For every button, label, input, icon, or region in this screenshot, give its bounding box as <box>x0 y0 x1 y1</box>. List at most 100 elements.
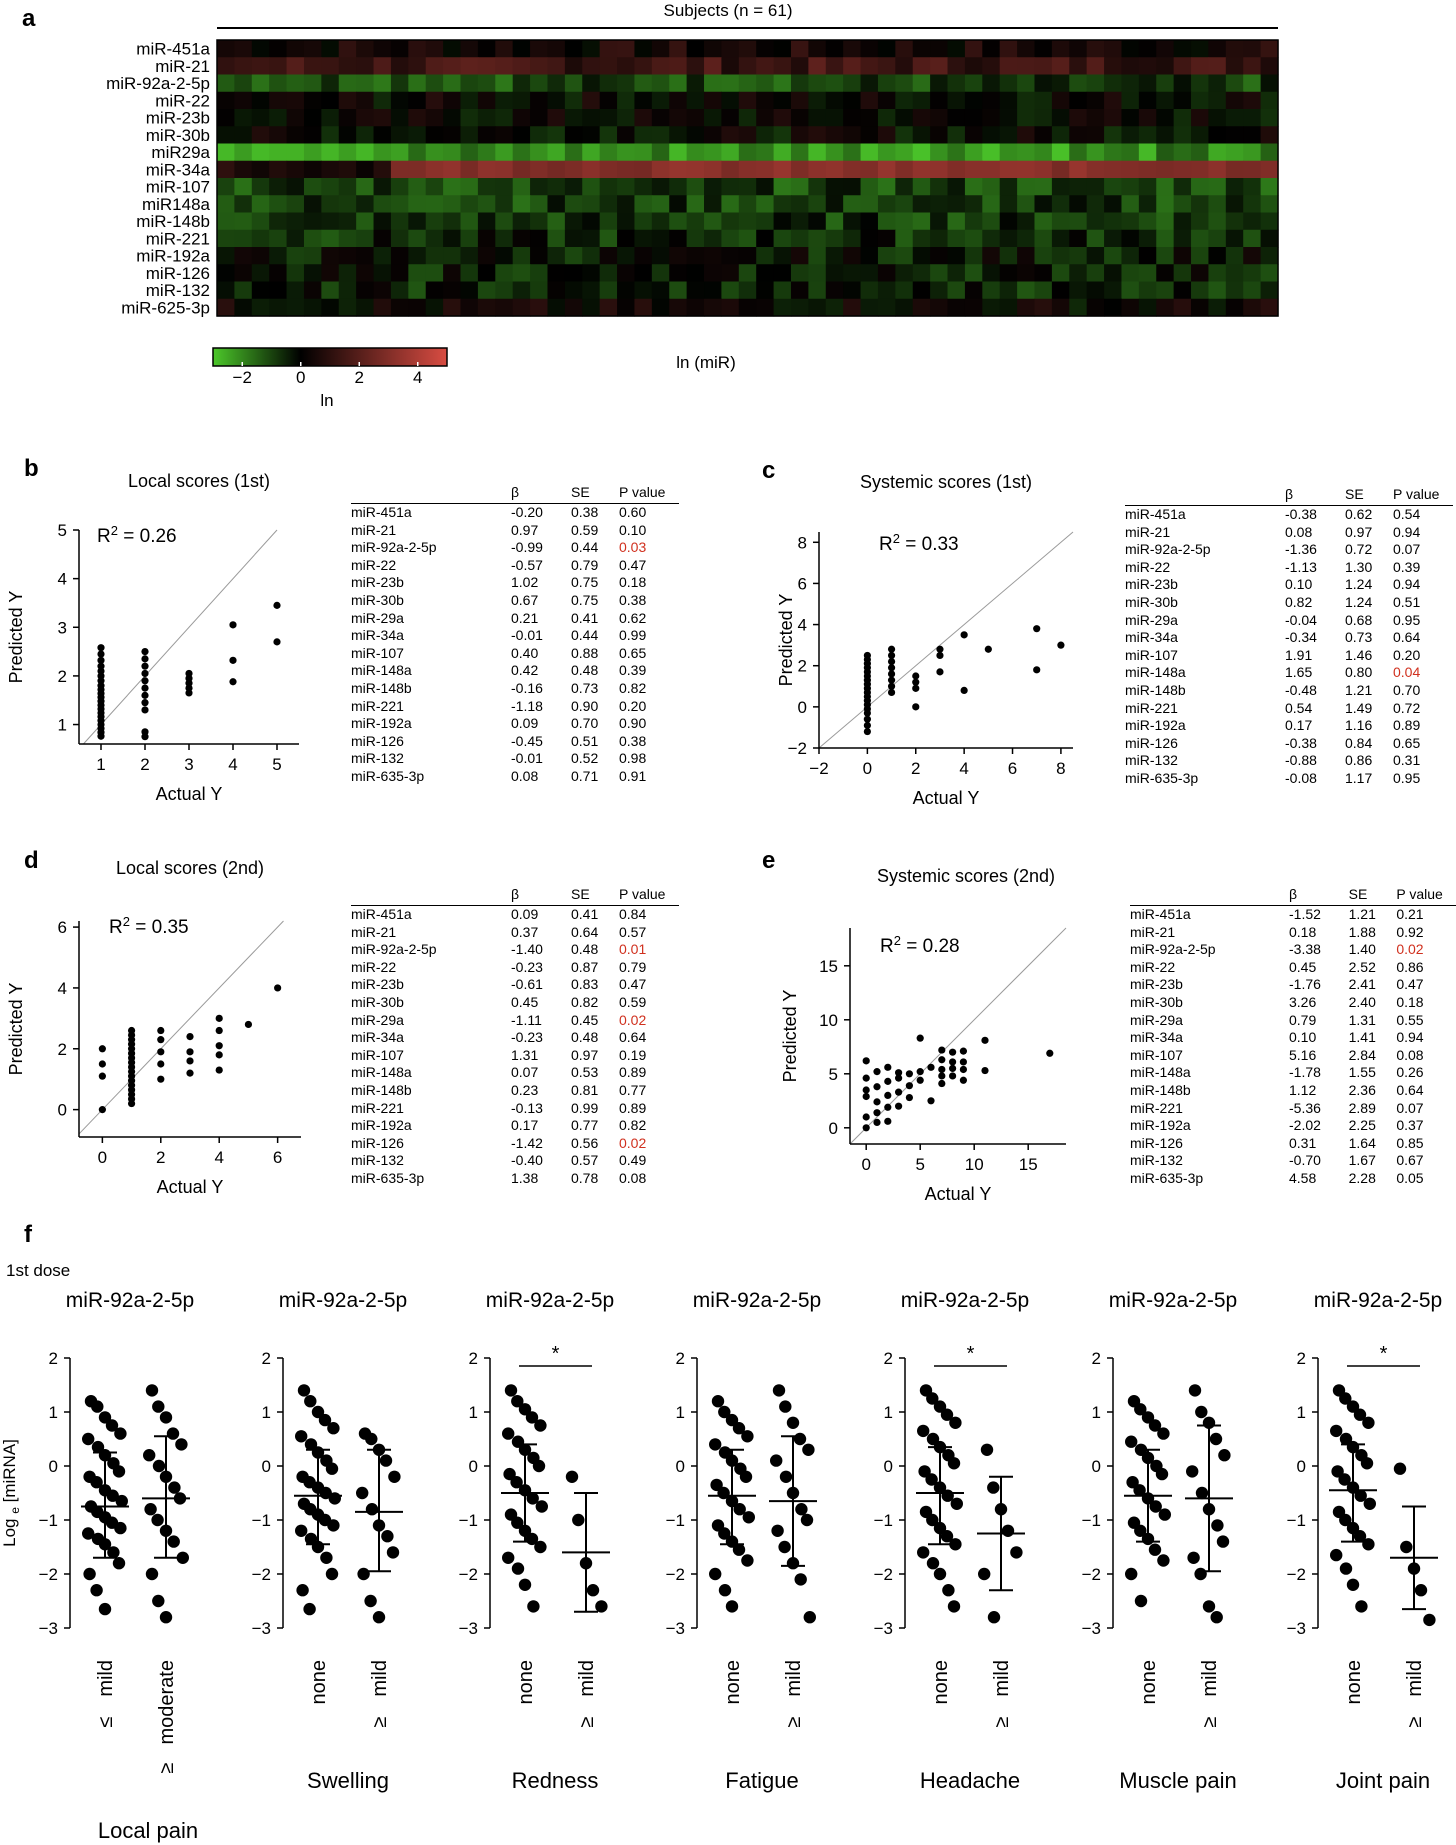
data-point <box>364 1594 377 1608</box>
heatmap-cell <box>947 212 966 231</box>
table-row: miR-192a 0.17 0.77 0.82 <box>351 1117 679 1135</box>
heatmap-cell <box>1260 109 1279 127</box>
data-point <box>863 721 871 729</box>
heatmap-cell <box>530 247 549 265</box>
heatmap-cell <box>1017 91 1036 110</box>
data-point <box>141 647 149 656</box>
heatmap-cell <box>234 247 253 265</box>
heatmap-cell <box>982 74 1001 93</box>
table-cell: 0.77 <box>619 1081 647 1098</box>
heatmap-cell <box>634 264 653 283</box>
x-axis-label: Actual Y <box>925 1184 992 1204</box>
y-tick-label: −2 <box>1287 1565 1306 1584</box>
symptom-label: Joint pain <box>1336 1768 1430 1793</box>
heatmap-cell <box>303 143 322 162</box>
heatmap-cell <box>808 298 827 317</box>
heatmap-cell <box>599 40 618 58</box>
heatmap-cell <box>912 143 931 162</box>
x-tick-label: −2 <box>809 759 828 778</box>
heatmap-cell <box>425 229 444 248</box>
table-cell: 0.53 <box>571 1064 599 1081</box>
heatmap-cell <box>217 126 235 145</box>
data-point <box>295 1430 308 1443</box>
heatmap-cell <box>982 212 1001 231</box>
data-point <box>176 1551 189 1565</box>
table-cell: 0.57 <box>571 1152 599 1169</box>
heatmap-cell <box>234 143 253 162</box>
heatmap-cell <box>321 91 340 110</box>
data-point <box>141 684 149 692</box>
table-header-se: SE <box>571 484 619 504</box>
heatmap-cell <box>704 160 723 179</box>
heatmap-cell <box>825 298 844 317</box>
heatmap-cell <box>860 247 879 265</box>
table-cell: 1.31 <box>1348 1011 1376 1028</box>
table-cell: 0.48 <box>571 941 599 958</box>
heatmap-cell <box>1017 264 1036 283</box>
heatmap-cell <box>460 229 479 248</box>
heatmap-cell <box>912 74 931 93</box>
table-cell: 0.73 <box>1345 629 1373 646</box>
heatmap-cell <box>982 160 1001 179</box>
heatmap-cell <box>390 91 409 110</box>
x-tick-label: 6 <box>273 1148 282 1167</box>
heatmap-row-label: miR-625-3p <box>121 298 210 317</box>
heatmap-cell <box>617 40 636 58</box>
heatmap-cell <box>269 91 288 110</box>
table-cell: 1.21 <box>1345 681 1373 698</box>
heatmap-cell <box>390 160 409 179</box>
table-cell: 0.75 <box>571 591 599 608</box>
data-point <box>157 1075 165 1083</box>
heatmap-cell <box>425 298 444 317</box>
heatmap-cell <box>1173 247 1192 265</box>
heatmap-cell <box>512 143 531 162</box>
table-cell: 2.36 <box>1348 1081 1376 1098</box>
heatmap-cell <box>947 160 966 179</box>
heatmap-cell <box>582 195 601 214</box>
heatmap-cell <box>877 40 896 58</box>
heatmap-cell <box>1191 247 1210 265</box>
heatmap-cell <box>982 40 1001 58</box>
heatmap-cell <box>999 143 1018 162</box>
heatmap-cell <box>999 109 1018 127</box>
heatmap-cell <box>530 91 549 110</box>
heatmap-cell <box>651 229 670 248</box>
heatmap-cell <box>564 178 583 196</box>
heatmap-cell <box>1051 247 1070 265</box>
heatmap-cell <box>408 178 427 196</box>
heatmap-cell <box>877 126 896 145</box>
table-cell: -1.52 <box>1289 906 1321 922</box>
data-point <box>90 1584 103 1597</box>
heatmap-cell <box>617 281 636 300</box>
heatmap-cell <box>356 178 375 196</box>
heatmap-cell <box>1208 40 1227 58</box>
heatmap-cell <box>756 57 775 76</box>
heatmap-cell <box>686 178 705 196</box>
data-point <box>873 1109 881 1117</box>
heatmap-cell <box>669 57 688 76</box>
heatmap-cell <box>530 264 549 283</box>
data-point <box>959 1047 968 1055</box>
heatmap-cell <box>860 178 879 196</box>
data-point <box>1141 1411 1155 1424</box>
data-point <box>1125 1435 1138 1448</box>
color-legend-bar <box>212 347 448 367</box>
data-point <box>772 1384 786 1397</box>
data-point <box>144 1503 157 1516</box>
y-tick-label: −2 <box>788 739 807 758</box>
heatmap-cell <box>843 160 862 179</box>
heatmap-cell <box>1034 212 1053 231</box>
data-point <box>91 1440 105 1454</box>
heatmap-cell <box>1138 229 1157 248</box>
heatmap-cell <box>1260 57 1279 76</box>
heatmap-cell <box>721 247 740 265</box>
r-squared-label: R2 = 0.26 <box>97 523 177 548</box>
heatmap-cell <box>704 247 723 265</box>
identity-line <box>818 531 1074 749</box>
table-cell: 0.17 <box>511 1117 539 1134</box>
heatmap-cell <box>808 40 827 58</box>
table-cell: 0.70 <box>571 715 599 732</box>
heatmap-cell <box>1225 229 1244 248</box>
data-point <box>175 1438 188 1451</box>
group-label: none <box>515 1660 537 1705</box>
